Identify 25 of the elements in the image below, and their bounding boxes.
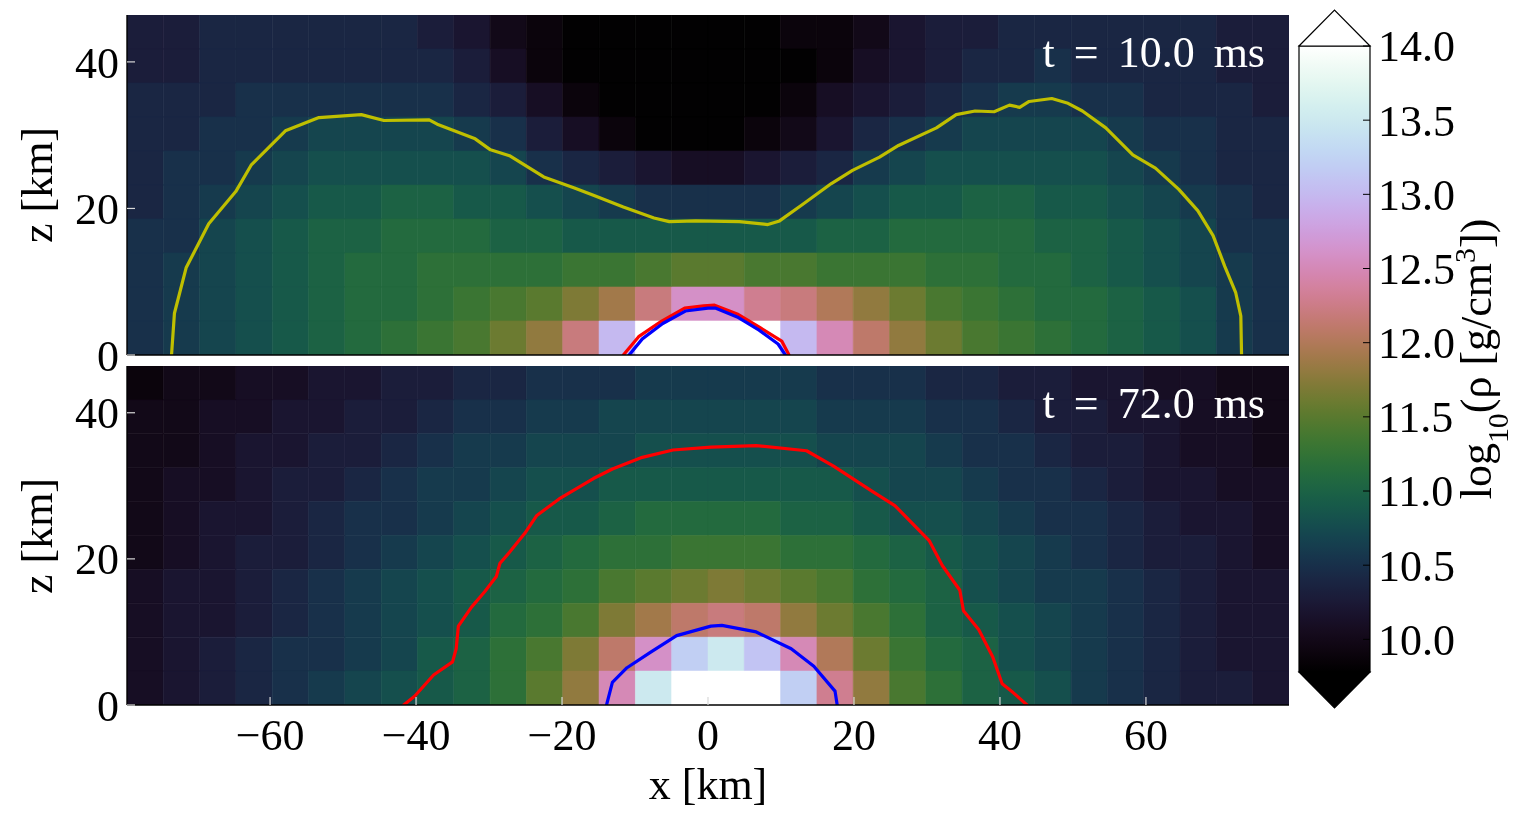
color-bar-label: 11.5: [1378, 393, 1454, 443]
color-bar-label: 13.5: [1378, 96, 1455, 146]
y-tick-label: 40: [75, 389, 119, 439]
y-tick-label: 0: [97, 331, 119, 381]
x-tick-label: −40: [381, 711, 451, 761]
x-tick-label: 60: [1123, 711, 1168, 761]
color-bar-label: 10.5: [1378, 541, 1455, 591]
y-axis-title: z [km]: [13, 126, 62, 244]
x-tick-label: 0: [697, 711, 719, 761]
y-tick-label: 20: [75, 185, 119, 235]
y-tick-label: 40: [75, 38, 119, 88]
color-bar-label: 12.5: [1378, 244, 1455, 294]
y-axis-title: z [km]: [13, 477, 62, 594]
color-bar-label: 11.0: [1378, 467, 1454, 517]
color-bar-label: 10.0: [1378, 615, 1455, 665]
annotation: t = 72.0 ms: [1042, 379, 1265, 428]
x-tick-label: −60: [235, 711, 305, 761]
x-tick-label: −20: [527, 711, 597, 761]
y-tick-label: 20: [75, 535, 119, 585]
x-tick-label: 40: [977, 711, 1022, 761]
color-bar-label: 13.0: [1378, 170, 1455, 220]
color-bar-label: 14.0: [1378, 22, 1455, 72]
x-tick-label: 20: [831, 711, 876, 761]
annotation: t = 10.0 ms: [1042, 28, 1265, 77]
x-axis-title: x [km]: [648, 760, 768, 809]
